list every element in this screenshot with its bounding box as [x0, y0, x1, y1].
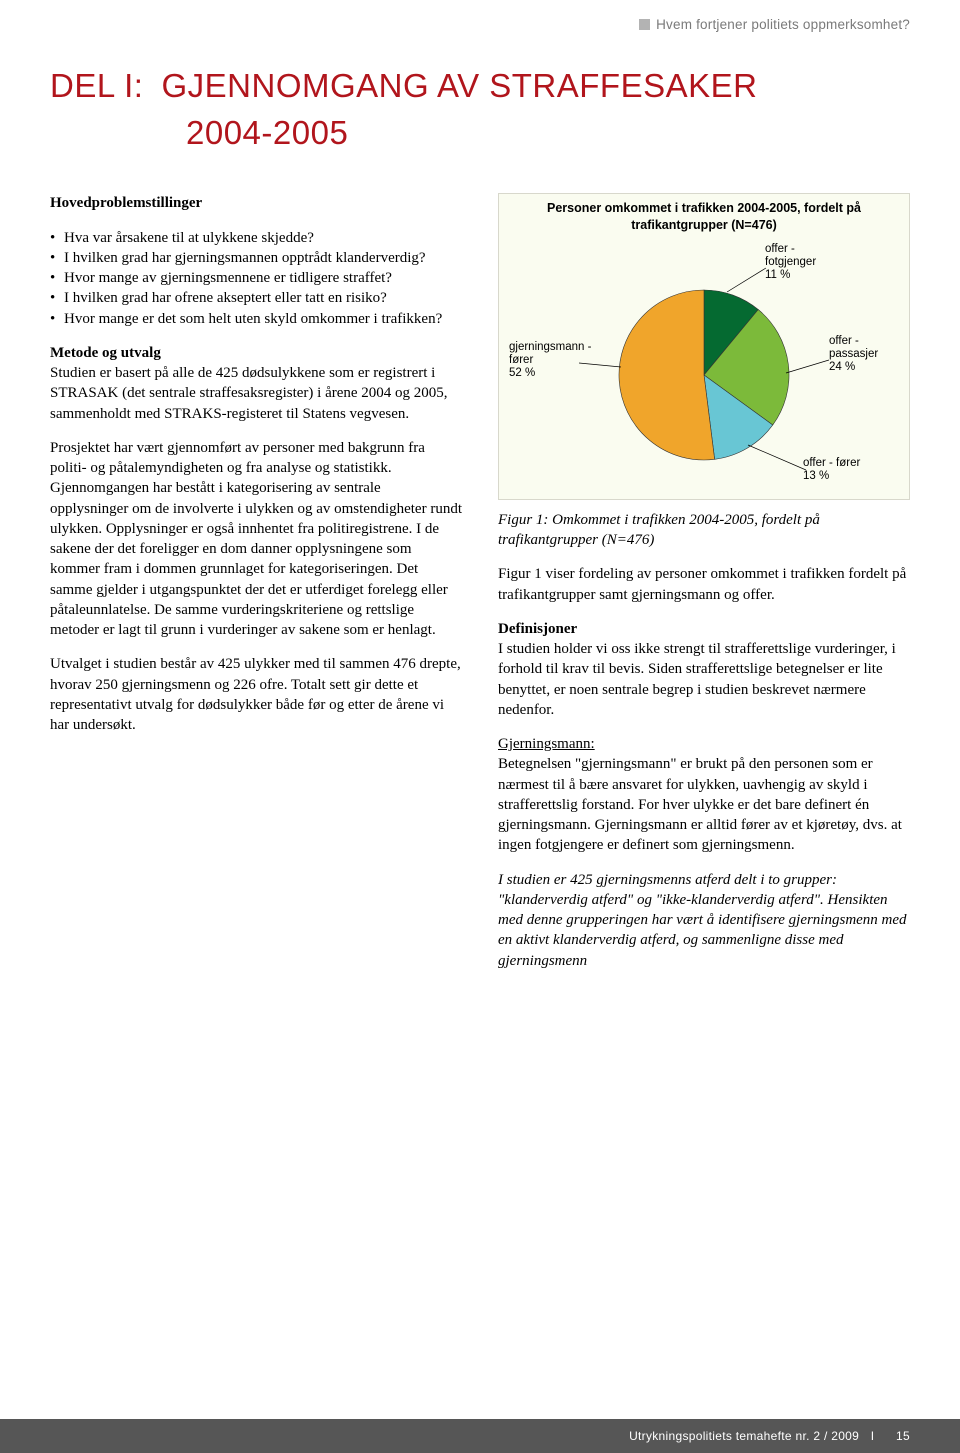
heading-definisjoner: Definisjoner	[498, 621, 577, 637]
list-item: I hvilken grad har ofrene akseptert elle…	[50, 288, 462, 308]
running-header: Hvem fortjener politiets oppmerksomhet?	[50, 16, 910, 34]
pie-label-gjerningsmann: gjerningsmann - fører 52 %	[509, 341, 591, 381]
list-item: Hva var årsakene til at ulykkene skjedde…	[50, 228, 462, 248]
figure-title: Personer omkommet i trafikken 2004-2005,…	[503, 200, 905, 233]
title-line1: GJENNOMGANG AV STRAFFESAKER	[161, 67, 757, 104]
page-title: DEL I: GJENNOMGANG AV STRAFFESAKER 2004-2…	[50, 64, 910, 155]
paragraph: Prosjektet har vært gjennomført av perso…	[50, 438, 462, 641]
figure-1: Personer omkommet i trafikken 2004-2005,…	[498, 193, 910, 500]
list-item: I hvilken grad har gjerningsmannen opptr…	[50, 248, 462, 268]
right-column: Personer omkommet i trafikken 2004-2005,…	[498, 193, 910, 985]
heading-gjerningsmann: Gjerningsmann:	[498, 736, 595, 752]
paragraph-italic: I studien er 425 gjerningsmenns atferd d…	[498, 870, 910, 971]
pie-chart: gjerningsmann - fører 52 % offer - fotgj…	[503, 235, 905, 495]
pie-label-offer-forer: offer - fører 13 %	[803, 457, 860, 483]
pie-label-fotgjenger: offer - fotgjenger 11 %	[765, 243, 816, 283]
paragraph: Utvalget i studien består av 425 ulykker…	[50, 654, 462, 735]
left-column: Hovedproblemstillinger Hva var årsakene …	[50, 193, 462, 985]
footer-text: Utrykningspolitiets temahefte nr. 2 / 20…	[629, 1429, 859, 1443]
paragraph: Figur 1 viser fordeling av personer omko…	[498, 564, 910, 605]
figure-caption: Figur 1: Omkommet i trafikken 2004-2005,…	[498, 510, 910, 551]
paragraph-gjerningsmann: Gjerningsmann: Betegnelsen "gjerningsman…	[498, 734, 910, 856]
title-line2: 2004-2005	[186, 111, 910, 156]
page-number: 15	[896, 1429, 910, 1443]
heading-metode: Metode og utvalg	[50, 345, 161, 361]
running-header-text: Hvem fortjener politiets oppmerksomhet?	[656, 17, 910, 32]
gm-body: Betegnelsen "gjerningsmann" er brukt på …	[498, 756, 902, 853]
columns: Hovedproblemstillinger Hva var årsakene …	[50, 193, 910, 985]
footer-divider: I	[871, 1429, 875, 1443]
def-body: I studien holder vi oss ikke strengt til…	[498, 641, 896, 718]
paragraph-metode: Metode og utvalg Studien er basert på all…	[50, 343, 462, 424]
list-item: Hvor mange er det som helt uten skyld om…	[50, 309, 462, 329]
paragraph-definisjoner: Definisjoner I studien holder vi oss ikk…	[498, 619, 910, 720]
list-item: Hvor mange av gjerningsmennene er tidlig…	[50, 268, 462, 288]
pie-label-passasjer: offer - passasjer 24 %	[829, 335, 878, 375]
bullet-list: Hva var årsakene til at ulykkene skjedde…	[50, 228, 462, 329]
square-icon	[639, 19, 650, 30]
metode-body: Studien er basert på alle de 425 dødsuly…	[50, 365, 448, 422]
title-prefix: DEL I:	[50, 67, 143, 104]
heading-hovedproblem: Hovedproblemstillinger	[50, 193, 462, 213]
page-footer: Utrykningspolitiets temahefte nr. 2 / 20…	[0, 1419, 960, 1453]
